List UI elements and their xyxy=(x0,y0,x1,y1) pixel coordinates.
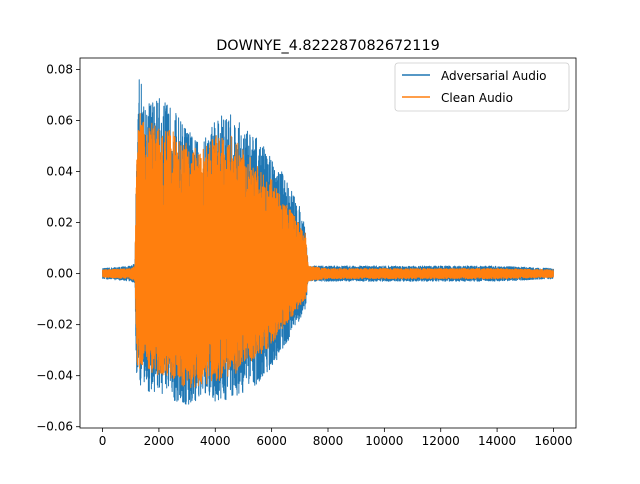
series-line-1 xyxy=(102,113,554,388)
y-tick-label: 0.02 xyxy=(46,216,73,230)
legend-label-clean: Clean Audio xyxy=(441,91,513,105)
series-layer xyxy=(102,79,554,405)
y-tick-label: −0.06 xyxy=(36,420,73,434)
series-1 xyxy=(102,113,554,388)
y-tick-label: 0.04 xyxy=(46,165,73,179)
x-axis: 0 2000 4000 6000 8000 10000 12000 14000 16000 xyxy=(99,428,573,448)
x-tick-label: 4000 xyxy=(200,434,231,448)
x-tick-label: 0 xyxy=(99,434,107,448)
y-tick-label: −0.04 xyxy=(36,369,73,383)
x-tick-label: 6000 xyxy=(256,434,287,448)
y-tick-label: 0.08 xyxy=(46,62,73,76)
y-tick-label: 0.00 xyxy=(46,267,73,281)
x-tick-label: 2000 xyxy=(144,434,175,448)
chart-title: DOWNYE_4.822287082672119 xyxy=(216,38,440,54)
y-tick-label: −0.02 xyxy=(36,318,73,332)
x-tick-label: 16000 xyxy=(534,434,572,448)
legend-box xyxy=(394,62,570,112)
x-tick-label: 8000 xyxy=(313,434,344,448)
x-tick-label: 12000 xyxy=(422,434,460,448)
legend-label-adversarial: Adversarial Audio xyxy=(441,69,547,83)
legend: Adversarial Audio Clean Audio xyxy=(394,62,570,112)
y-tick-label: 0.06 xyxy=(46,114,73,128)
x-tick-label: 10000 xyxy=(365,434,403,448)
y-axis: −0.06 −0.04 −0.02 0.00 0.02 0.04 0.06 0.08 xyxy=(36,62,80,434)
x-tick-label: 14000 xyxy=(478,434,516,448)
